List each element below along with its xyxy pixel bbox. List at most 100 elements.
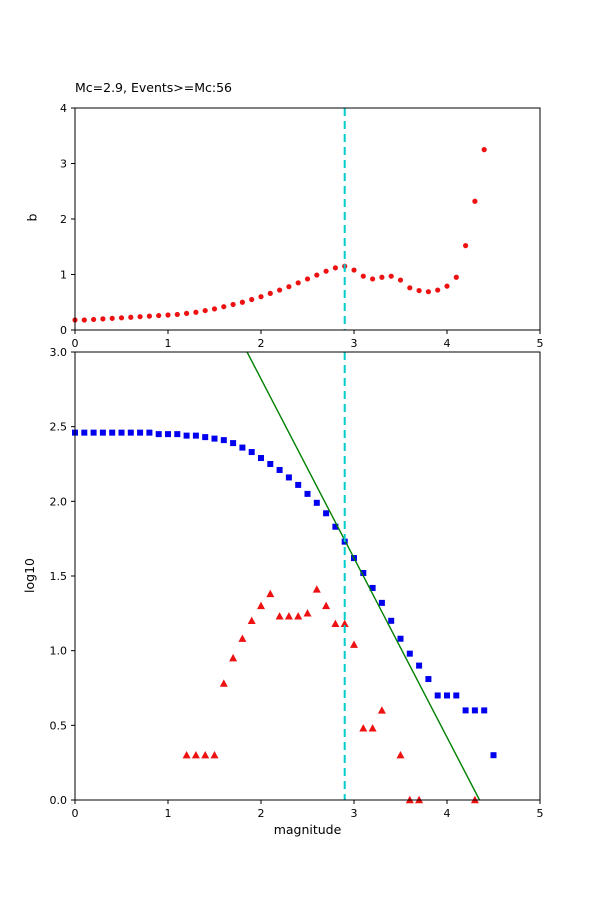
data-point xyxy=(127,429,134,436)
y-tick-label: 1.5 xyxy=(50,570,68,583)
data-point xyxy=(257,601,265,610)
y-tick-label: 1.0 xyxy=(50,645,68,658)
x-tick-label: 1 xyxy=(165,337,172,350)
x-tick-label: 2 xyxy=(258,807,265,820)
data-point xyxy=(312,585,321,593)
data-point xyxy=(229,653,238,662)
x-tick-label: 4 xyxy=(444,807,451,820)
data-point xyxy=(165,431,171,438)
data-point xyxy=(219,679,228,687)
data-point xyxy=(174,431,181,438)
data-point xyxy=(435,287,441,293)
gr-fit-line xyxy=(246,351,481,801)
data-point xyxy=(137,429,144,436)
data-point xyxy=(340,619,349,627)
data-point xyxy=(99,429,106,436)
x-tick-label: 5 xyxy=(537,337,544,350)
data-point xyxy=(275,612,284,620)
data-point xyxy=(407,285,413,291)
data-point xyxy=(247,616,256,624)
data-point xyxy=(304,276,311,282)
data-point xyxy=(406,650,413,657)
data-point xyxy=(369,584,376,591)
data-point xyxy=(453,274,459,280)
y-tick-label: 2.0 xyxy=(50,495,68,508)
data-point xyxy=(146,313,152,319)
y-tick-label: 0.0 xyxy=(50,794,68,807)
data-point xyxy=(192,432,199,439)
data-point xyxy=(388,273,394,279)
data-point xyxy=(81,317,87,323)
data-point xyxy=(294,612,303,620)
data-point xyxy=(360,570,367,577)
y-tick-label: 0.5 xyxy=(50,719,68,732)
data-point xyxy=(266,589,275,598)
data-point xyxy=(359,724,368,732)
axes-frame xyxy=(74,351,541,801)
data-point xyxy=(276,466,283,473)
data-point xyxy=(174,311,180,318)
data-point xyxy=(211,306,218,312)
data-point xyxy=(295,481,302,488)
data-point xyxy=(304,490,311,497)
axes-frame xyxy=(74,107,541,331)
data-point xyxy=(184,310,190,316)
y-tick-label: 3 xyxy=(60,158,67,171)
data-point xyxy=(425,289,431,295)
data-point xyxy=(221,304,227,310)
y-tick-label: 3.0 xyxy=(50,346,68,359)
data-point xyxy=(285,474,292,481)
data-point xyxy=(109,315,115,321)
data-point xyxy=(191,751,200,759)
data-point xyxy=(267,461,274,467)
data-point xyxy=(416,662,423,669)
data-point xyxy=(220,437,227,444)
data-point xyxy=(128,314,134,320)
y-tick-label: 1 xyxy=(60,269,67,282)
data-point xyxy=(360,273,366,279)
data-point xyxy=(396,751,405,759)
data-point xyxy=(202,307,208,314)
data-point xyxy=(332,523,339,530)
data-point xyxy=(165,312,171,318)
data-point xyxy=(323,510,330,517)
data-point xyxy=(463,243,469,249)
x-tick-label: 2 xyxy=(258,337,265,350)
b-value-dots xyxy=(72,147,487,323)
data-point xyxy=(118,429,125,436)
data-point xyxy=(249,296,255,303)
data-point xyxy=(351,267,357,273)
data-point xyxy=(314,272,320,278)
y-axis-label-log10: log10 xyxy=(21,558,37,593)
data-point xyxy=(81,429,88,436)
x-tick-label: 3 xyxy=(351,807,358,820)
data-point xyxy=(434,692,441,699)
axes-bottom: 0 1 2 3 4 5 0.0 0.5 1.0 1.5 2.0 2.5 3.0 xyxy=(50,346,544,820)
data-point xyxy=(368,724,377,732)
data-point xyxy=(91,316,97,323)
y-tick-label: 2 xyxy=(60,213,67,226)
x-tick-label: 3 xyxy=(351,337,358,350)
plot-title: Mc=2.9, Events>=Mc:56 xyxy=(75,80,233,95)
data-point xyxy=(444,283,450,289)
data-point xyxy=(444,692,450,699)
data-point xyxy=(378,599,385,606)
data-point xyxy=(155,431,162,438)
data-point xyxy=(377,706,386,714)
data-point xyxy=(397,635,404,642)
data-point xyxy=(379,274,385,280)
x-axis-label-magnitude: magnitude xyxy=(273,822,342,837)
data-point xyxy=(118,315,125,321)
data-point xyxy=(490,752,497,759)
data-point xyxy=(322,601,331,610)
data-point xyxy=(313,499,320,506)
data-point xyxy=(331,619,340,627)
data-point xyxy=(248,449,255,456)
data-point xyxy=(230,301,236,308)
y-tick-label: 2.5 xyxy=(50,421,68,434)
x-tick-label: 4 xyxy=(444,337,451,350)
data-point xyxy=(388,617,395,624)
gr-fit-line-segment xyxy=(246,351,481,801)
x-tick-label: 0 xyxy=(72,337,79,350)
